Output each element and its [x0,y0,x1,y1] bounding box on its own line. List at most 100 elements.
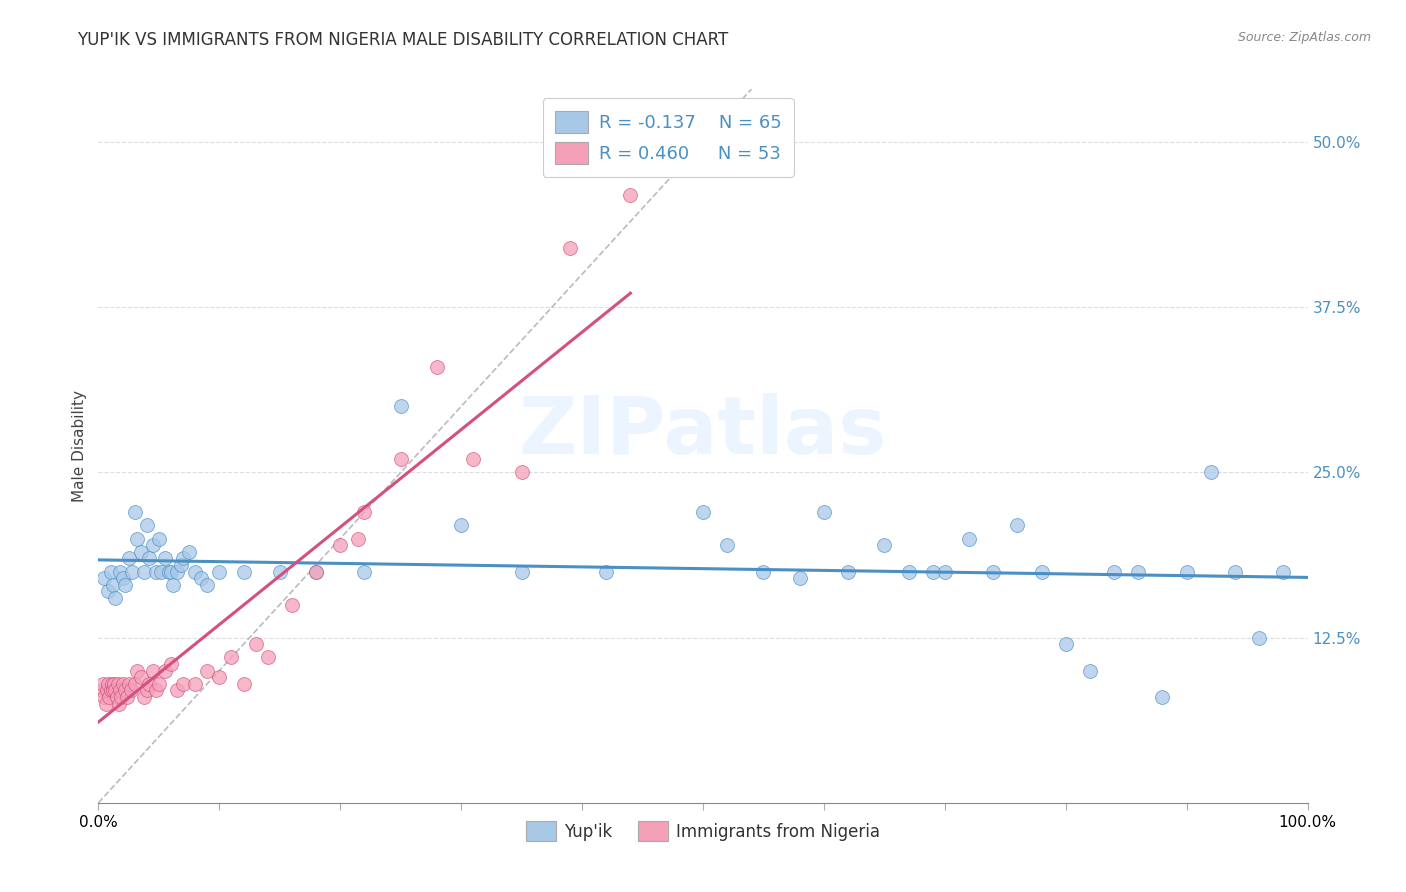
Point [97,584,120,599]
Point [245,637,267,651]
Point [195,578,218,592]
Point [184,565,207,579]
Point [837,565,859,579]
Point [135,683,157,698]
Point [921,565,943,579]
Point [426,359,449,374]
Point [145,683,167,698]
Point [111,571,134,585]
Point [166,683,188,698]
Point [124,505,146,519]
Point [172,551,194,566]
Point [1054,637,1077,651]
Point [166,565,188,579]
Point [160,565,183,579]
Point [104,683,127,698]
Point [104,591,127,605]
Point [256,650,278,665]
Point [232,677,254,691]
Point [91,677,114,691]
Point [135,518,157,533]
Point [127,664,149,678]
Point [114,683,136,698]
Point [934,565,956,579]
Point [692,505,714,519]
Point [97,677,120,691]
Point [100,677,122,691]
Point [142,538,165,552]
Point [981,565,1004,579]
Point [108,683,131,698]
Point [281,598,304,612]
Point [813,505,835,519]
Point [1128,565,1150,579]
Text: YUP'IK VS IMMIGRANTS FROM NIGERIA MALE DISABILITY CORRELATION CHART: YUP'IK VS IMMIGRANTS FROM NIGERIA MALE D… [77,31,728,49]
Point [1007,518,1029,533]
Point [873,538,896,552]
Point [1199,466,1222,480]
Point [153,664,176,678]
Point [347,532,370,546]
Point [1078,664,1101,678]
Point [269,565,291,579]
Point [184,677,207,691]
Point [208,670,231,684]
Point [169,558,191,572]
Point [108,697,131,711]
Point [162,578,184,592]
Point [142,664,165,678]
Point [305,565,328,579]
Point [91,683,114,698]
Point [179,545,201,559]
Point [129,545,152,559]
Y-axis label: Male Disability: Male Disability [72,390,87,502]
Point [124,677,146,691]
Point [752,565,775,579]
Point [117,690,139,704]
Point [463,452,485,467]
Point [1223,565,1246,579]
Point [897,565,920,579]
Point [93,571,115,585]
Point [510,565,533,579]
Point [114,578,136,592]
Point [957,532,980,546]
Point [111,677,134,691]
Point [150,565,173,579]
Point [129,670,152,684]
Point [96,683,118,698]
Point [1102,565,1125,579]
Point [329,538,352,552]
Point [208,565,231,579]
Point [1031,565,1053,579]
Point [134,565,156,579]
Point [118,551,141,566]
Point [1152,690,1174,704]
Point [138,677,160,691]
Point [510,466,533,480]
Point [221,650,243,665]
Point [353,505,375,519]
Legend: Yup'ik, Immigrants from Nigeria: Yup'ik, Immigrants from Nigeria [519,814,887,848]
Point [100,565,122,579]
Text: Source: ZipAtlas.com: Source: ZipAtlas.com [1237,31,1371,45]
Point [101,578,124,592]
Point [148,677,170,691]
Point [558,241,581,255]
Point [389,452,412,467]
Point [172,677,194,691]
Point [1272,565,1295,579]
Point [148,532,170,546]
Text: ZIPatlas: ZIPatlas [519,392,887,471]
Point [107,677,129,691]
Point [101,683,124,698]
Point [190,571,212,585]
Point [1249,631,1271,645]
Point [716,538,738,552]
Point [595,565,617,579]
Point [110,690,132,704]
Point [108,565,131,579]
Point [134,690,156,704]
Point [389,400,412,414]
Point [1175,565,1198,579]
